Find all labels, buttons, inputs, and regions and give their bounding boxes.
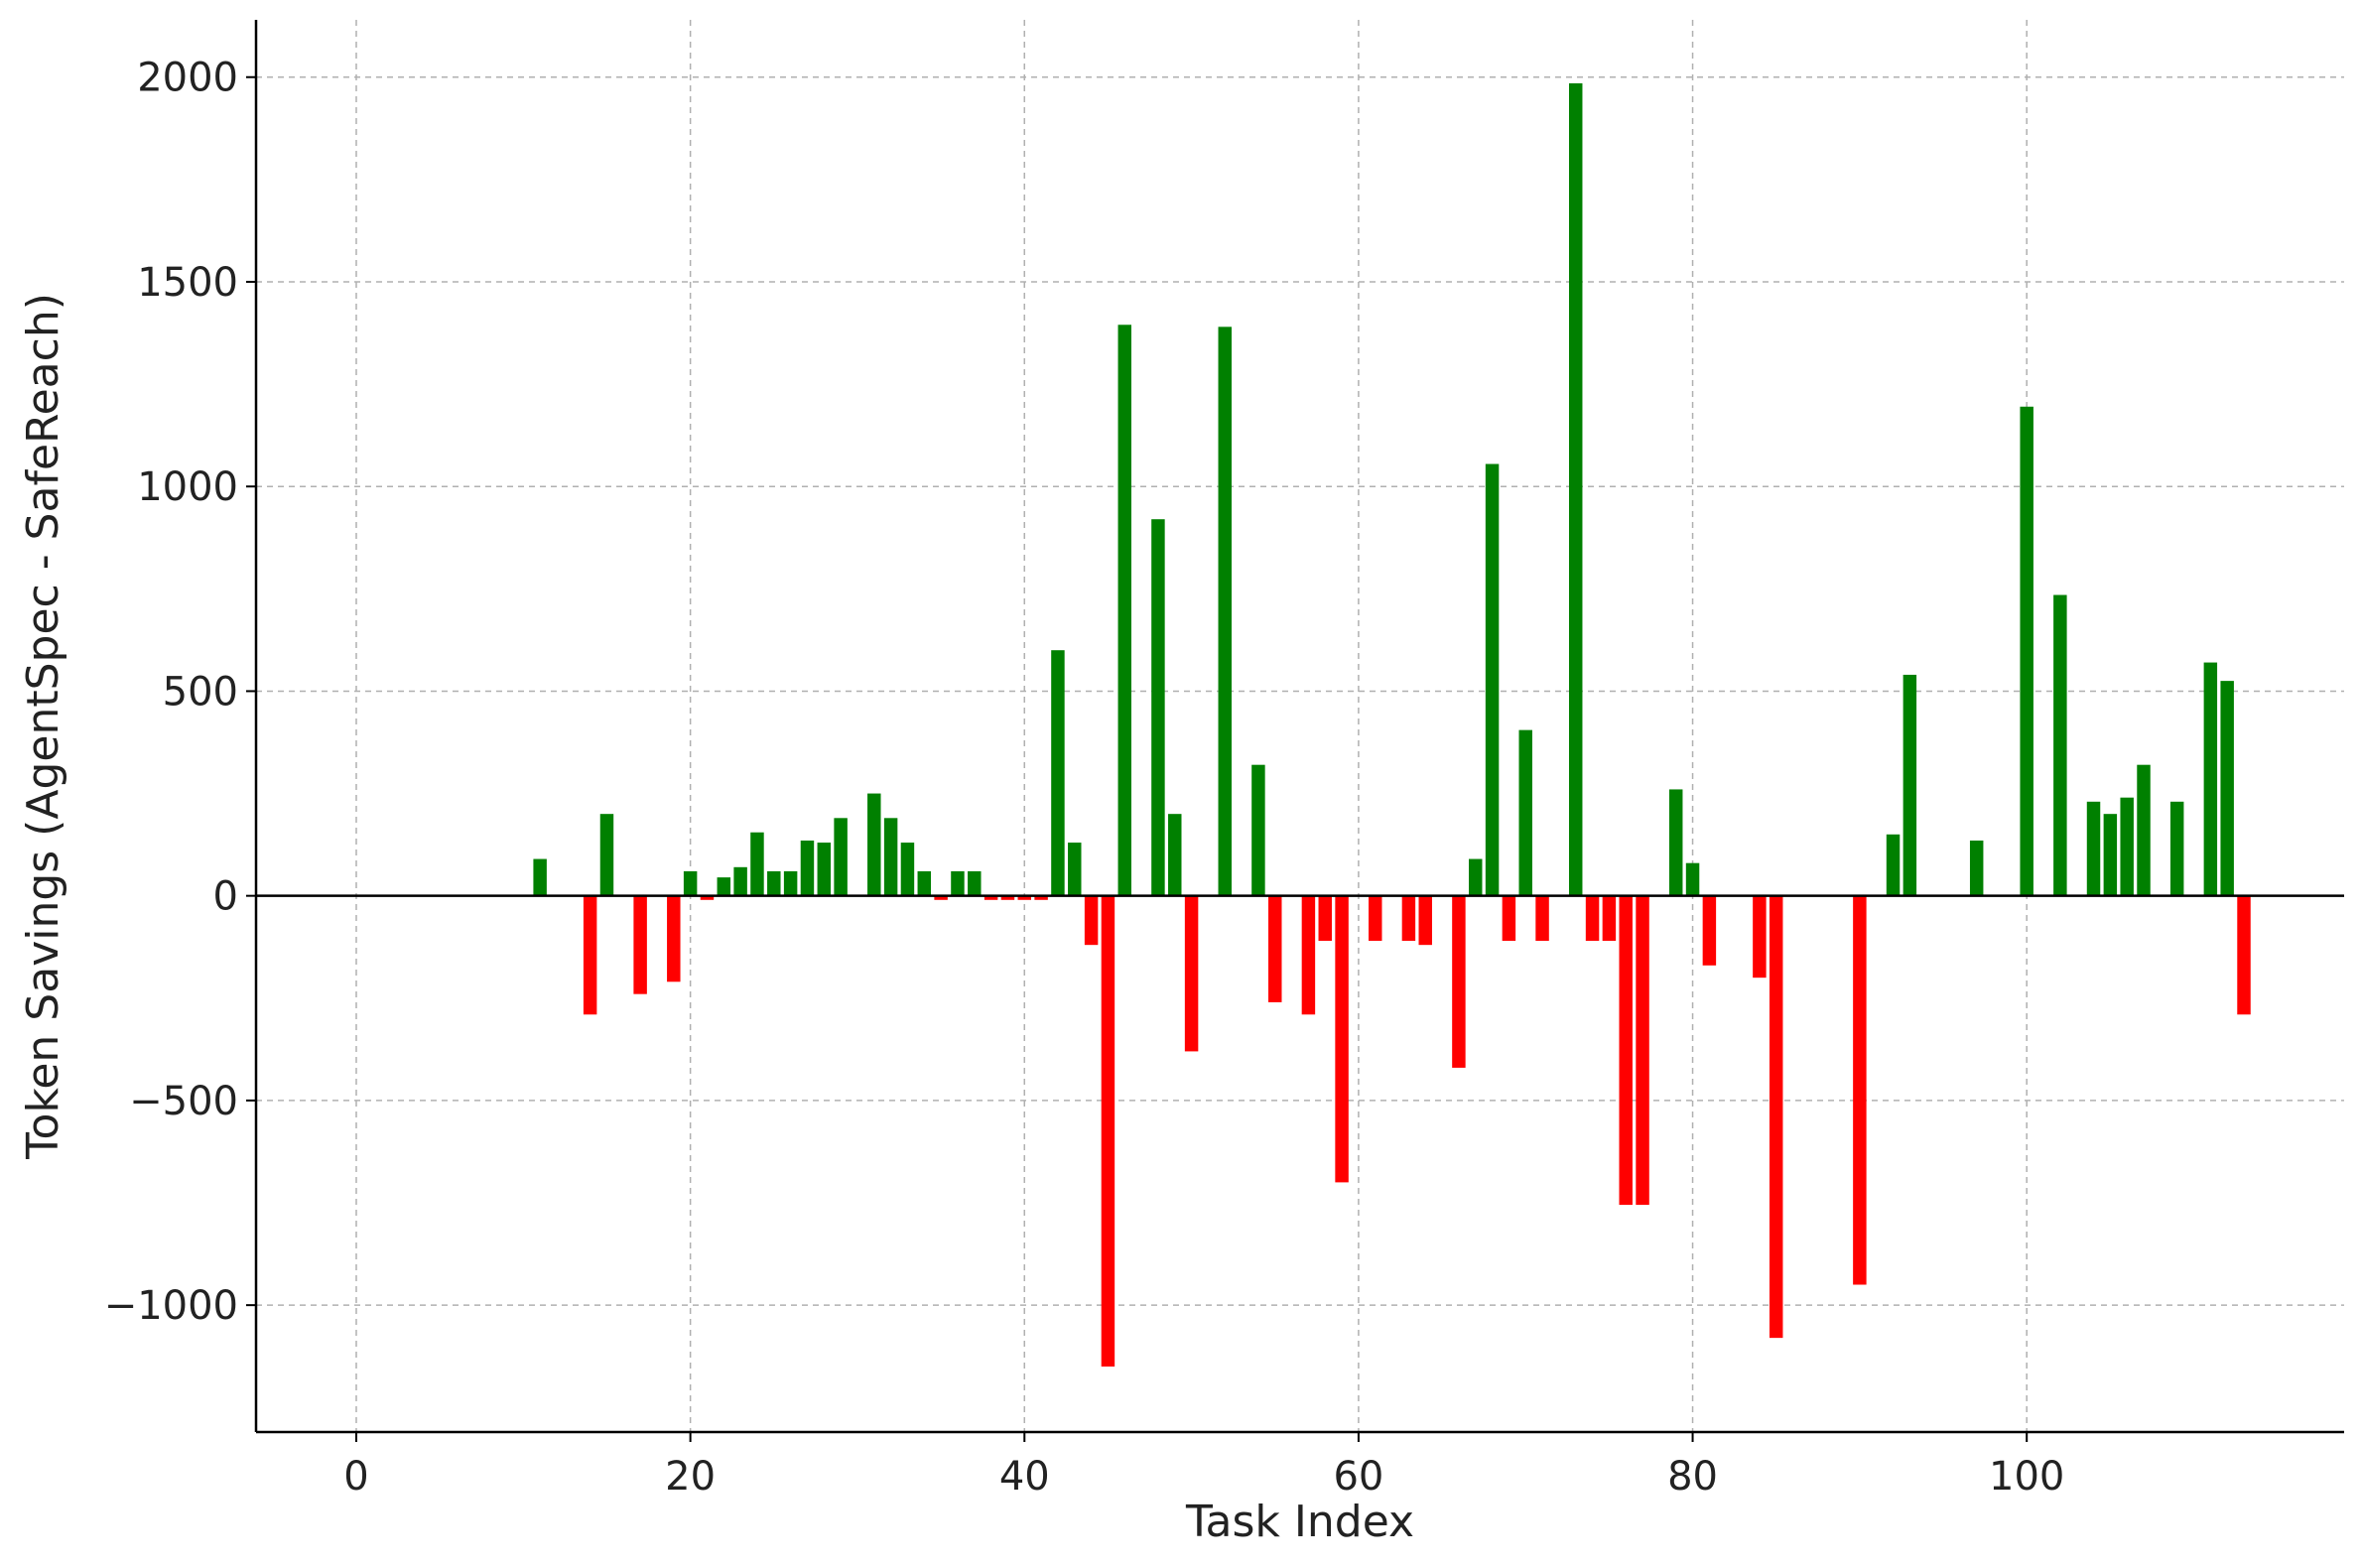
bar xyxy=(1068,843,1082,896)
bar xyxy=(717,877,731,896)
bar xyxy=(1485,463,1500,896)
bar xyxy=(1636,895,1649,1206)
bars xyxy=(533,82,2251,1368)
bar xyxy=(700,895,715,900)
x-tick-label: 100 xyxy=(1989,1454,2064,1500)
y-tick-label: 1500 xyxy=(137,260,238,306)
bar xyxy=(1184,895,1199,1052)
x-axis-title: Task Index xyxy=(1185,1497,1414,1547)
bar xyxy=(1685,862,1700,896)
bar xyxy=(1401,895,1416,942)
bar xyxy=(2120,797,2134,896)
axes xyxy=(246,20,2344,1442)
bar xyxy=(1369,895,1382,942)
bar xyxy=(1084,895,1099,946)
bar xyxy=(533,858,547,896)
bar xyxy=(633,895,647,994)
bar xyxy=(1268,895,1282,1002)
bar xyxy=(1301,895,1316,1015)
bar xyxy=(817,843,832,896)
y-tick-label: 500 xyxy=(163,669,238,715)
bar xyxy=(2103,814,2118,896)
bar xyxy=(1452,895,1466,1068)
bar xyxy=(1568,82,1583,896)
bar xyxy=(1585,895,1600,942)
bar xyxy=(1619,895,1633,1206)
bar xyxy=(951,870,965,896)
bar xyxy=(1702,895,1717,966)
bar xyxy=(800,840,815,896)
bar xyxy=(1469,858,1483,896)
bar xyxy=(1418,895,1432,946)
y-tick-labels: −1000 −500 0 500 1000 1500 2000 xyxy=(104,56,238,1329)
bar xyxy=(1886,834,1901,896)
x-tick-labels: 0 20 40 60 80 100 xyxy=(343,1454,2064,1500)
bar xyxy=(1151,519,1165,896)
bar xyxy=(733,866,747,896)
bar xyxy=(750,832,764,896)
y-tick-label: −500 xyxy=(129,1079,238,1124)
bar xyxy=(1318,895,1332,942)
bar xyxy=(599,814,614,896)
bar xyxy=(984,895,998,900)
bar xyxy=(2237,895,2251,1015)
bar xyxy=(783,870,798,896)
bar xyxy=(1602,895,1617,942)
bar xyxy=(683,870,698,896)
bar xyxy=(1017,895,1032,900)
bar xyxy=(2053,594,2067,896)
x-tick-label: 0 xyxy=(343,1454,368,1500)
y-tick-label: −1000 xyxy=(104,1283,238,1329)
bar xyxy=(1251,764,1265,896)
bar xyxy=(1502,895,1516,942)
bar xyxy=(968,870,982,896)
bar xyxy=(1168,814,1182,896)
bar xyxy=(1853,895,1867,1285)
bar xyxy=(883,818,898,896)
bar xyxy=(917,870,932,896)
bar xyxy=(667,895,681,982)
y-axis-title: Token Savings (AgentSpec - SafeReach) xyxy=(18,293,68,1160)
bar xyxy=(1101,895,1115,1368)
x-tick-label: 60 xyxy=(1333,1454,1383,1500)
bar xyxy=(1000,895,1015,900)
bar xyxy=(834,818,848,896)
y-tick-label: 2000 xyxy=(137,56,238,101)
bar xyxy=(2020,406,2033,896)
bar xyxy=(2169,801,2184,896)
bar xyxy=(1769,895,1783,1339)
bar xyxy=(1034,895,1048,900)
bar xyxy=(867,793,881,896)
bar xyxy=(1668,789,1683,896)
bar xyxy=(2203,662,2218,896)
x-tick-label: 20 xyxy=(665,1454,716,1500)
bar xyxy=(1117,325,1131,896)
y-tick-label: 0 xyxy=(213,874,238,920)
bar xyxy=(2220,681,2234,896)
bar xyxy=(1902,674,1917,896)
bar xyxy=(2086,801,2101,896)
bar xyxy=(900,843,915,896)
bar xyxy=(1335,895,1349,1183)
bar xyxy=(2137,764,2151,896)
bar xyxy=(767,870,781,896)
bar xyxy=(1218,327,1232,896)
bar xyxy=(583,895,597,1015)
bar xyxy=(1051,650,1065,896)
y-tick-label: 1000 xyxy=(137,464,238,510)
bar xyxy=(934,895,948,900)
x-tick-label: 40 xyxy=(999,1454,1050,1500)
bar xyxy=(1518,729,1532,896)
bar xyxy=(1969,840,1984,896)
x-tick-label: 80 xyxy=(1667,1454,1718,1500)
bar xyxy=(1753,895,1767,979)
bar xyxy=(1535,895,1549,942)
